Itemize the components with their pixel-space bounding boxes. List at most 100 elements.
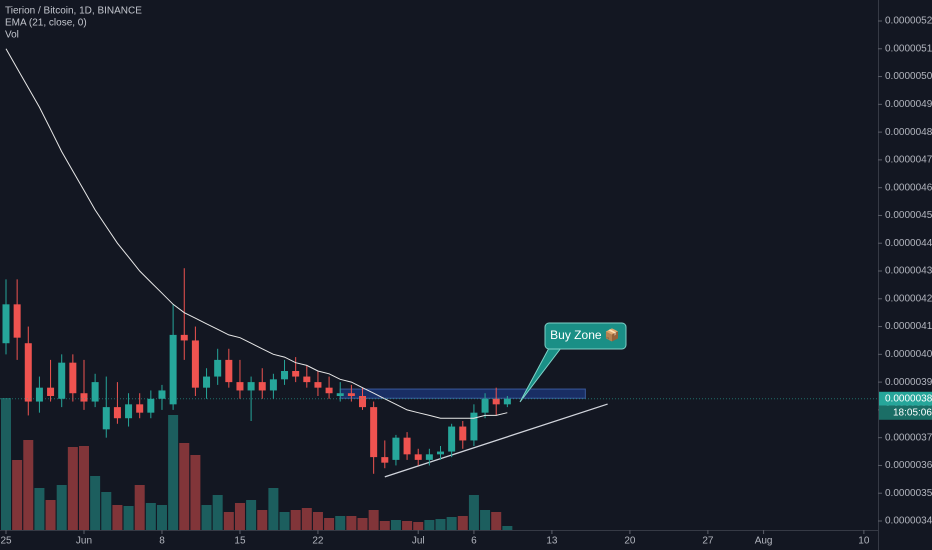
volume-bar — [435, 519, 446, 530]
volume-bar — [480, 510, 491, 530]
volume-bar — [234, 503, 245, 530]
countdown-label: 18:05:06 — [893, 407, 932, 418]
candle-body — [2, 304, 10, 344]
volume-bar — [257, 510, 268, 530]
candle-body — [258, 382, 266, 391]
x-tick-label: Jul — [412, 536, 425, 547]
candle-body — [80, 393, 88, 402]
last-price-box — [879, 391, 932, 406]
x-tick-label: 22 — [312, 536, 324, 547]
candle-body — [437, 451, 444, 455]
candle-body — [113, 407, 121, 419]
volume-bar — [45, 500, 56, 530]
volume-bar — [312, 512, 323, 530]
volume-bar — [346, 516, 357, 530]
candle-body — [470, 412, 478, 441]
candle-body — [325, 387, 333, 394]
candle-body — [58, 362, 66, 399]
candle-body — [281, 371, 289, 380]
candle-body — [147, 398, 155, 413]
ema-line — [5, 48, 508, 419]
volume-bar — [190, 455, 201, 530]
volume-bar — [34, 488, 45, 530]
candle-body — [47, 387, 55, 396]
candle-body — [35, 387, 43, 402]
volume-bar — [457, 516, 468, 530]
volume-bar — [223, 512, 234, 530]
candle-body — [414, 454, 422, 460]
candle-body — [459, 426, 467, 441]
legend-vol: Vol — [5, 30, 19, 41]
volume-bar — [56, 485, 67, 530]
candle-layer — [2, 48, 511, 474]
buy-zone — [339, 388, 586, 399]
candle-body — [102, 407, 110, 430]
trend-line — [384, 403, 608, 478]
y-tick-label: 0.00000520 — [885, 16, 932, 27]
x-tick-label: 8 — [159, 536, 165, 547]
candle-body — [336, 393, 344, 396]
callout-text: Buy Zone 📦 — [550, 328, 620, 342]
candle-body — [214, 359, 222, 377]
x-tick-label: 25 — [0, 536, 12, 547]
volume-bar — [123, 506, 134, 530]
volume-bar — [402, 521, 413, 530]
volume-bar — [1, 398, 11, 530]
candle-body — [292, 371, 300, 377]
volume-bar — [468, 495, 479, 530]
candle-body — [314, 382, 322, 388]
volume-bar — [246, 500, 257, 530]
volume-bar — [301, 508, 312, 530]
candle-body — [247, 382, 255, 391]
volume-bar — [491, 512, 502, 530]
volume-bar — [212, 495, 223, 530]
volume-bar — [379, 521, 390, 530]
volume-layer — [1, 398, 513, 530]
x-tick-label: 15 — [234, 536, 246, 547]
candle-body — [381, 457, 389, 463]
x-tick-label: 20 — [624, 536, 636, 547]
candle-body — [169, 334, 177, 405]
volume-bar — [112, 505, 123, 530]
candle-body — [370, 407, 378, 458]
candle-body — [425, 454, 433, 460]
candle-body — [136, 404, 144, 413]
candle-body — [225, 359, 233, 383]
volume-bar — [324, 518, 335, 530]
volume-bar — [78, 446, 89, 530]
candle-body — [448, 426, 456, 452]
candle-body — [359, 396, 367, 408]
volume-bar — [134, 485, 145, 530]
countdown-box — [879, 405, 932, 420]
x-tick-label: 6 — [471, 536, 477, 547]
volume-bar — [390, 520, 401, 530]
candle-body — [91, 382, 99, 402]
volume-bar — [12, 460, 23, 530]
candle-body — [24, 343, 32, 402]
candle-body — [269, 379, 277, 391]
candle-body — [191, 340, 199, 388]
volume-bar — [90, 476, 101, 530]
x-tick-label: 13 — [546, 536, 558, 547]
candle-body — [403, 437, 411, 455]
candle-body — [492, 398, 500, 405]
legend-title: Tierion / Bitcoin, 1D, BINANCE — [5, 6, 142, 17]
volume-bar — [268, 488, 279, 530]
volume-bar — [290, 510, 301, 530]
candle-body — [180, 334, 188, 341]
x-tick-label: 10 — [858, 536, 870, 547]
